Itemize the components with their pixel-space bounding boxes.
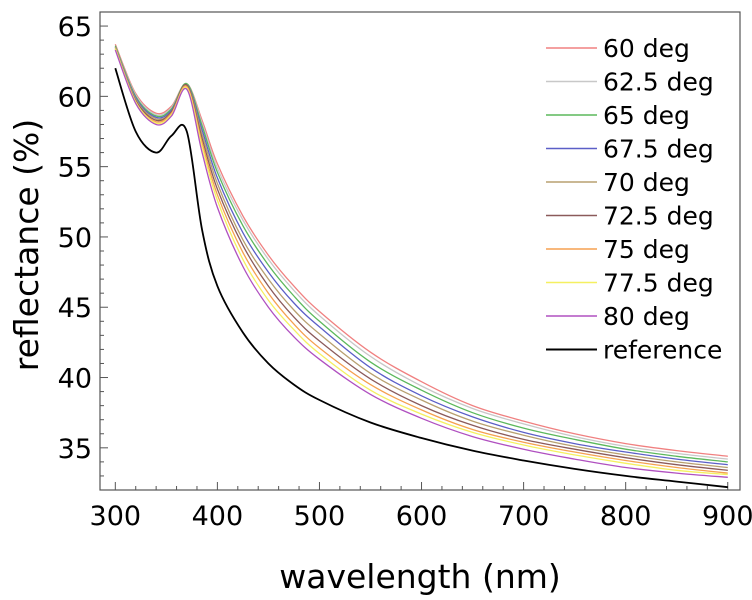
x-tick-label: 700 (498, 501, 550, 532)
legend-label: 70 deg (603, 168, 690, 197)
legend-label: reference (603, 336, 722, 365)
x-tick-label: 500 (294, 501, 346, 532)
y-axis-title: reflectance (%) (7, 119, 46, 372)
legend: 60 deg 62.5 deg 65 deg 67.5 deg 70 deg 72.5 d… (546, 34, 722, 365)
x-axis-title: wavelength (nm) (279, 557, 561, 596)
legend-label: 67.5 deg (603, 135, 714, 164)
series-line-reference (114, 67, 728, 489)
plot-frame (99, 11, 741, 491)
legend-label: 65 deg (603, 101, 690, 130)
series-line-67-5-deg (114, 46, 728, 466)
series-lines (114, 44, 728, 489)
legend-label: 77.5 deg (603, 269, 714, 298)
y-tick-label: 45 (58, 293, 92, 324)
series-line-77-5-deg (114, 48, 728, 476)
legend-label: 60 deg (603, 34, 690, 63)
y-tick-label: 35 (58, 434, 92, 465)
x-ticks: 300 400 500 600 700 800 900 (90, 482, 752, 532)
y-tick-label: 40 (58, 364, 92, 395)
x-tick-label: 300 (90, 501, 142, 532)
y-tick-label: 55 (58, 153, 92, 184)
x-tick-label: 900 (702, 501, 752, 532)
series-line-60-deg (114, 44, 728, 457)
series-line-72-5-deg (114, 48, 728, 471)
y-tick-label: 60 (58, 82, 92, 113)
legend-label: 62.5 deg (603, 68, 714, 97)
series-line-65-deg (114, 45, 728, 463)
legend-label: 80 deg (603, 302, 690, 331)
legend-label: 75 deg (603, 235, 690, 264)
series-line-75-deg (114, 48, 728, 474)
x-tick-label: 800 (600, 501, 652, 532)
y-ticks: 35 40 45 50 55 60 65 (58, 11, 108, 491)
y-tick-label: 50 (58, 223, 92, 254)
x-tick-label: 600 (396, 501, 448, 532)
series-line-80-deg (114, 49, 728, 478)
legend-label: 72.5 deg (603, 202, 714, 231)
x-tick-label: 400 (192, 501, 244, 532)
series-line-62-5-deg (114, 45, 728, 460)
y-tick-label: 65 (58, 12, 92, 43)
